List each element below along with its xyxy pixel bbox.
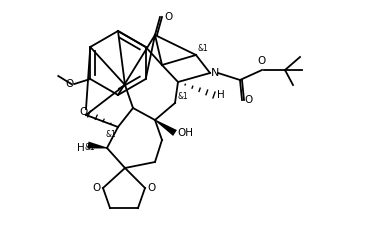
Text: O: O <box>93 183 101 193</box>
Text: N: N <box>211 68 219 78</box>
Text: O: O <box>80 107 88 117</box>
Text: O: O <box>65 79 73 89</box>
Text: H: H <box>77 143 85 153</box>
Text: &1: &1 <box>198 44 209 53</box>
Text: O: O <box>164 12 172 22</box>
Polygon shape <box>87 141 107 148</box>
Text: O: O <box>258 56 266 66</box>
Text: &1: &1 <box>84 144 95 153</box>
Text: &1: &1 <box>105 130 116 139</box>
Text: OH: OH <box>177 128 193 138</box>
Text: &1: &1 <box>177 92 188 101</box>
Text: H: H <box>217 90 225 100</box>
Text: O: O <box>147 183 155 193</box>
Polygon shape <box>155 120 177 136</box>
Text: O: O <box>244 95 252 105</box>
